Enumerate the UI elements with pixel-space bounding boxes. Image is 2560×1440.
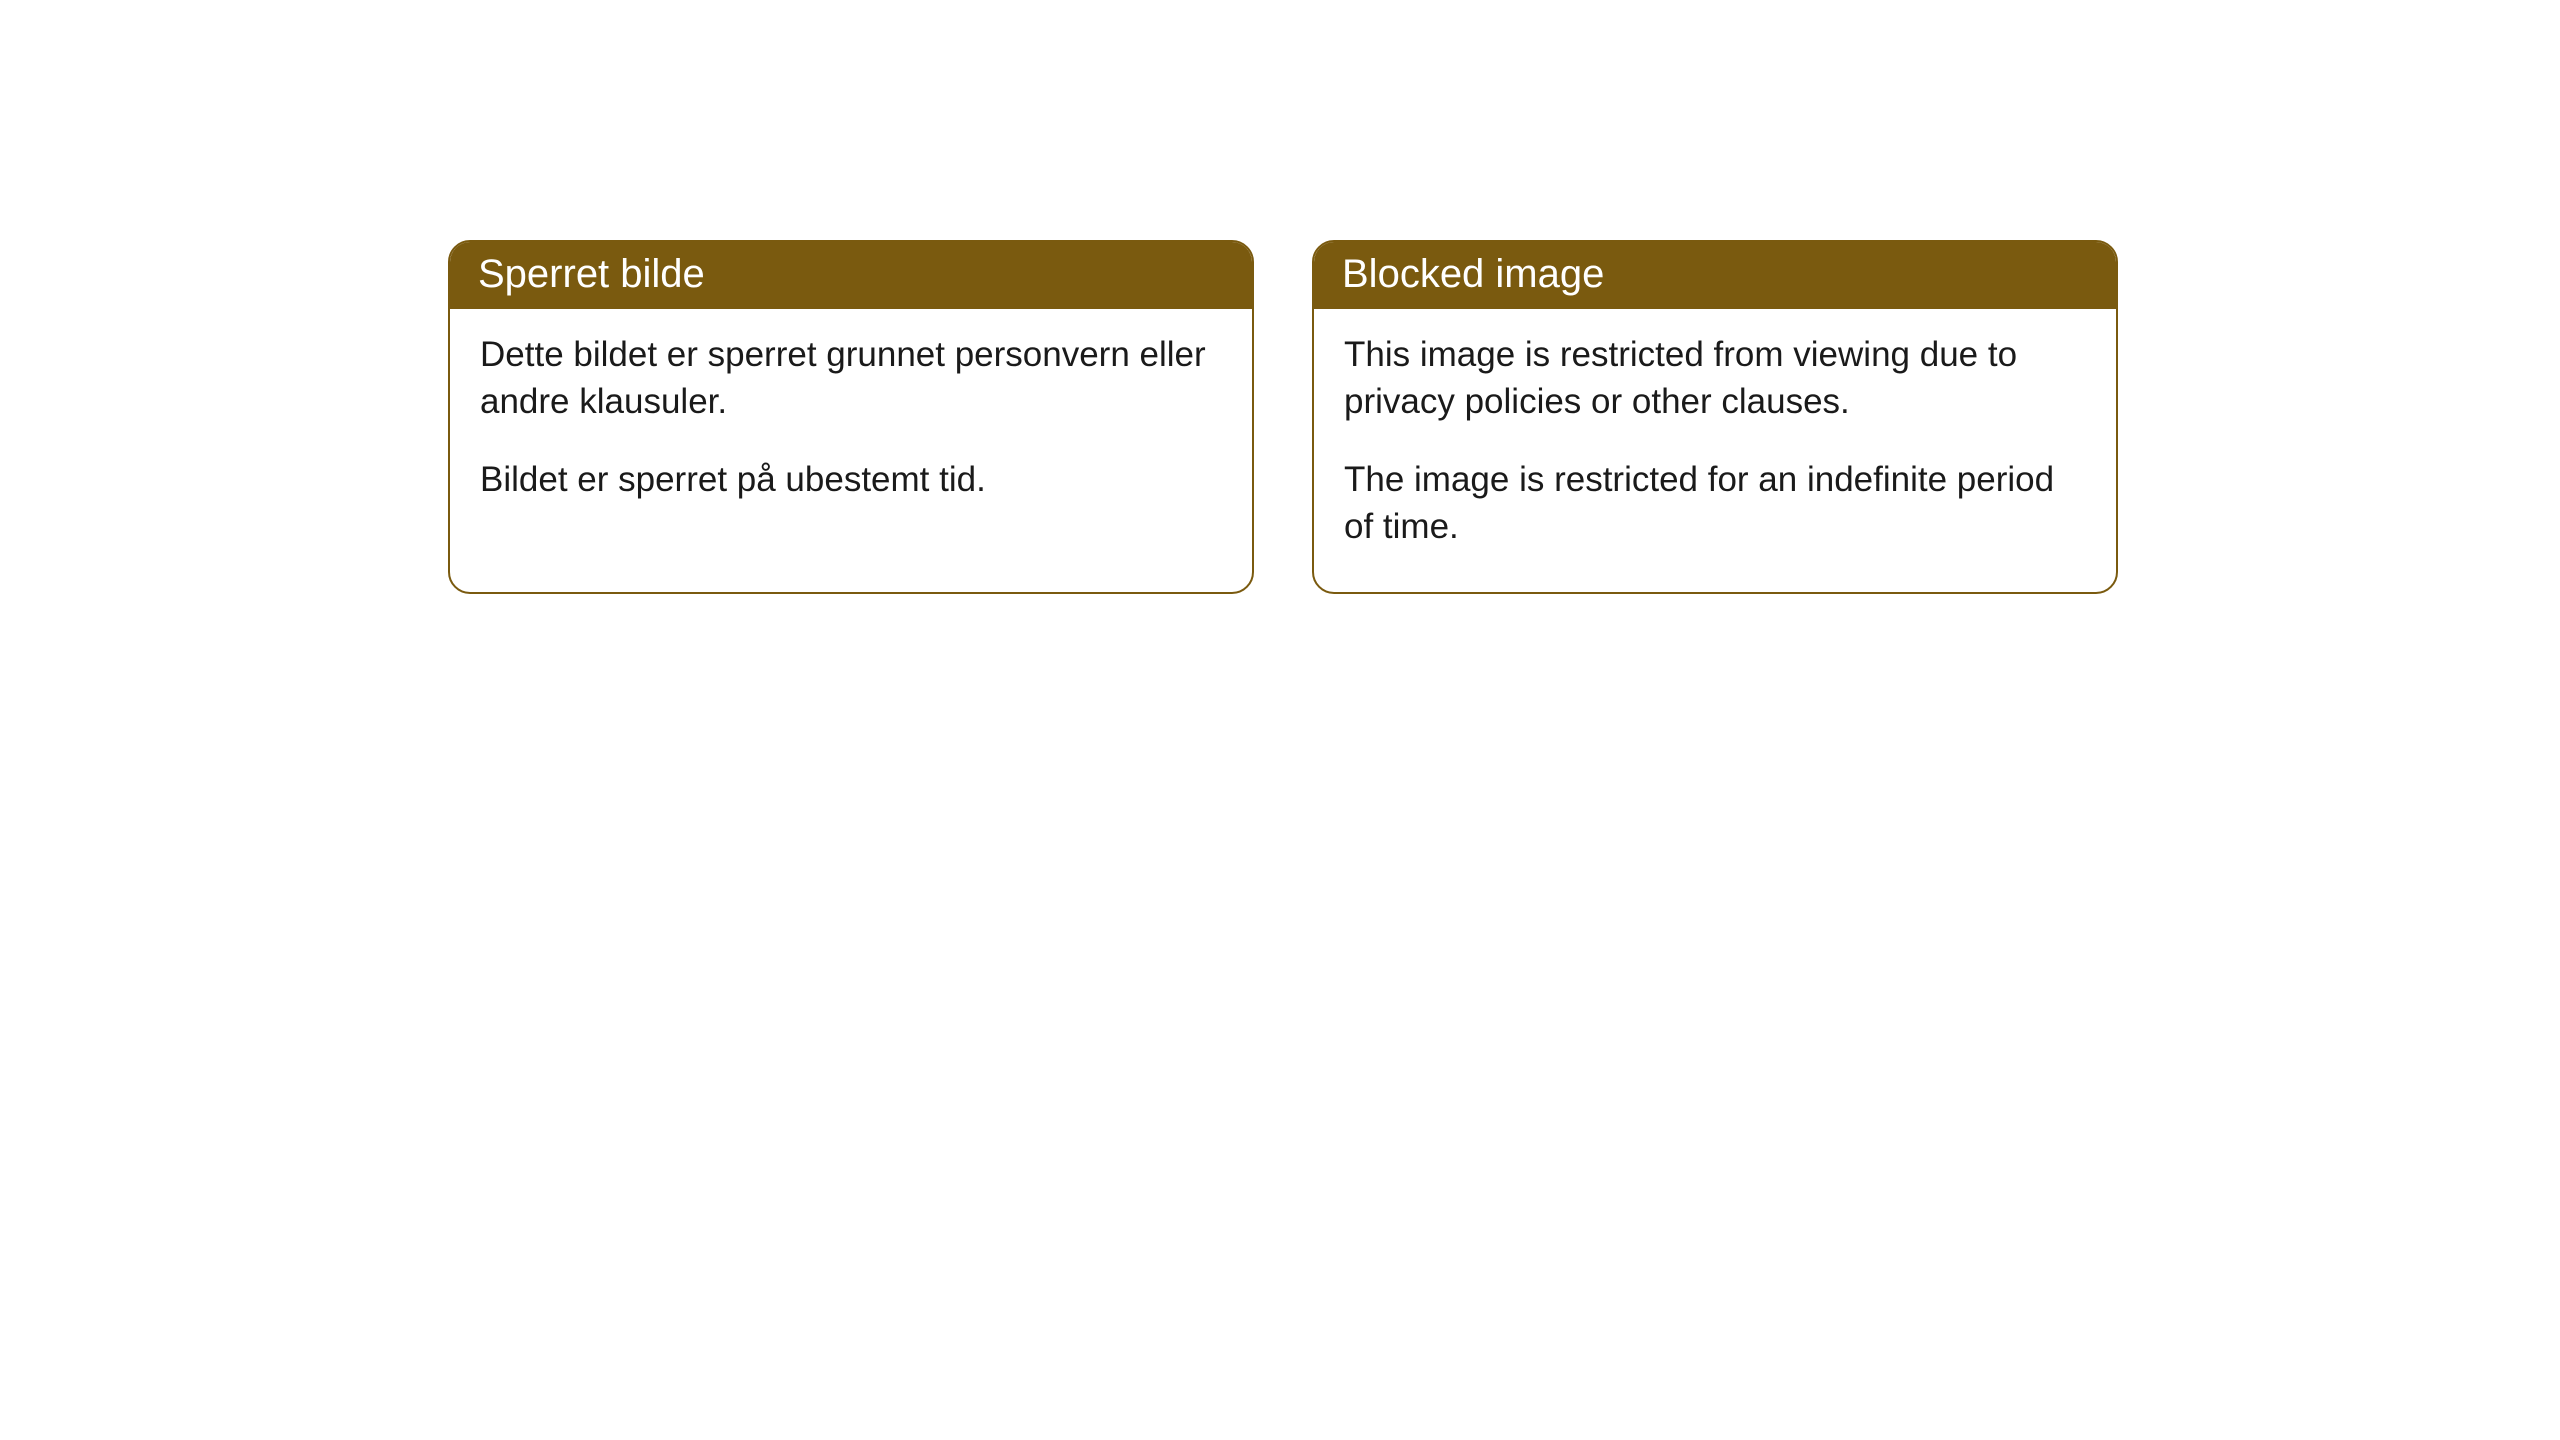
notice-card-norwegian: Sperret bilde Dette bildet er sperret gr… (448, 240, 1254, 594)
card-body: This image is restricted from viewing du… (1314, 309, 2116, 592)
card-paragraph: The image is restricted for an indefinit… (1344, 456, 2086, 551)
notice-card-english: Blocked image This image is restricted f… (1312, 240, 2118, 594)
card-header: Blocked image (1314, 242, 2116, 309)
card-header: Sperret bilde (450, 242, 1252, 309)
card-title: Blocked image (1342, 252, 1604, 296)
card-body: Dette bildet er sperret grunnet personve… (450, 309, 1252, 545)
notice-container: Sperret bilde Dette bildet er sperret gr… (0, 0, 2560, 594)
card-paragraph: Bildet er sperret på ubestemt tid. (480, 456, 1222, 503)
card-title: Sperret bilde (478, 252, 705, 296)
card-paragraph: Dette bildet er sperret grunnet personve… (480, 331, 1222, 426)
card-paragraph: This image is restricted from viewing du… (1344, 331, 2086, 426)
